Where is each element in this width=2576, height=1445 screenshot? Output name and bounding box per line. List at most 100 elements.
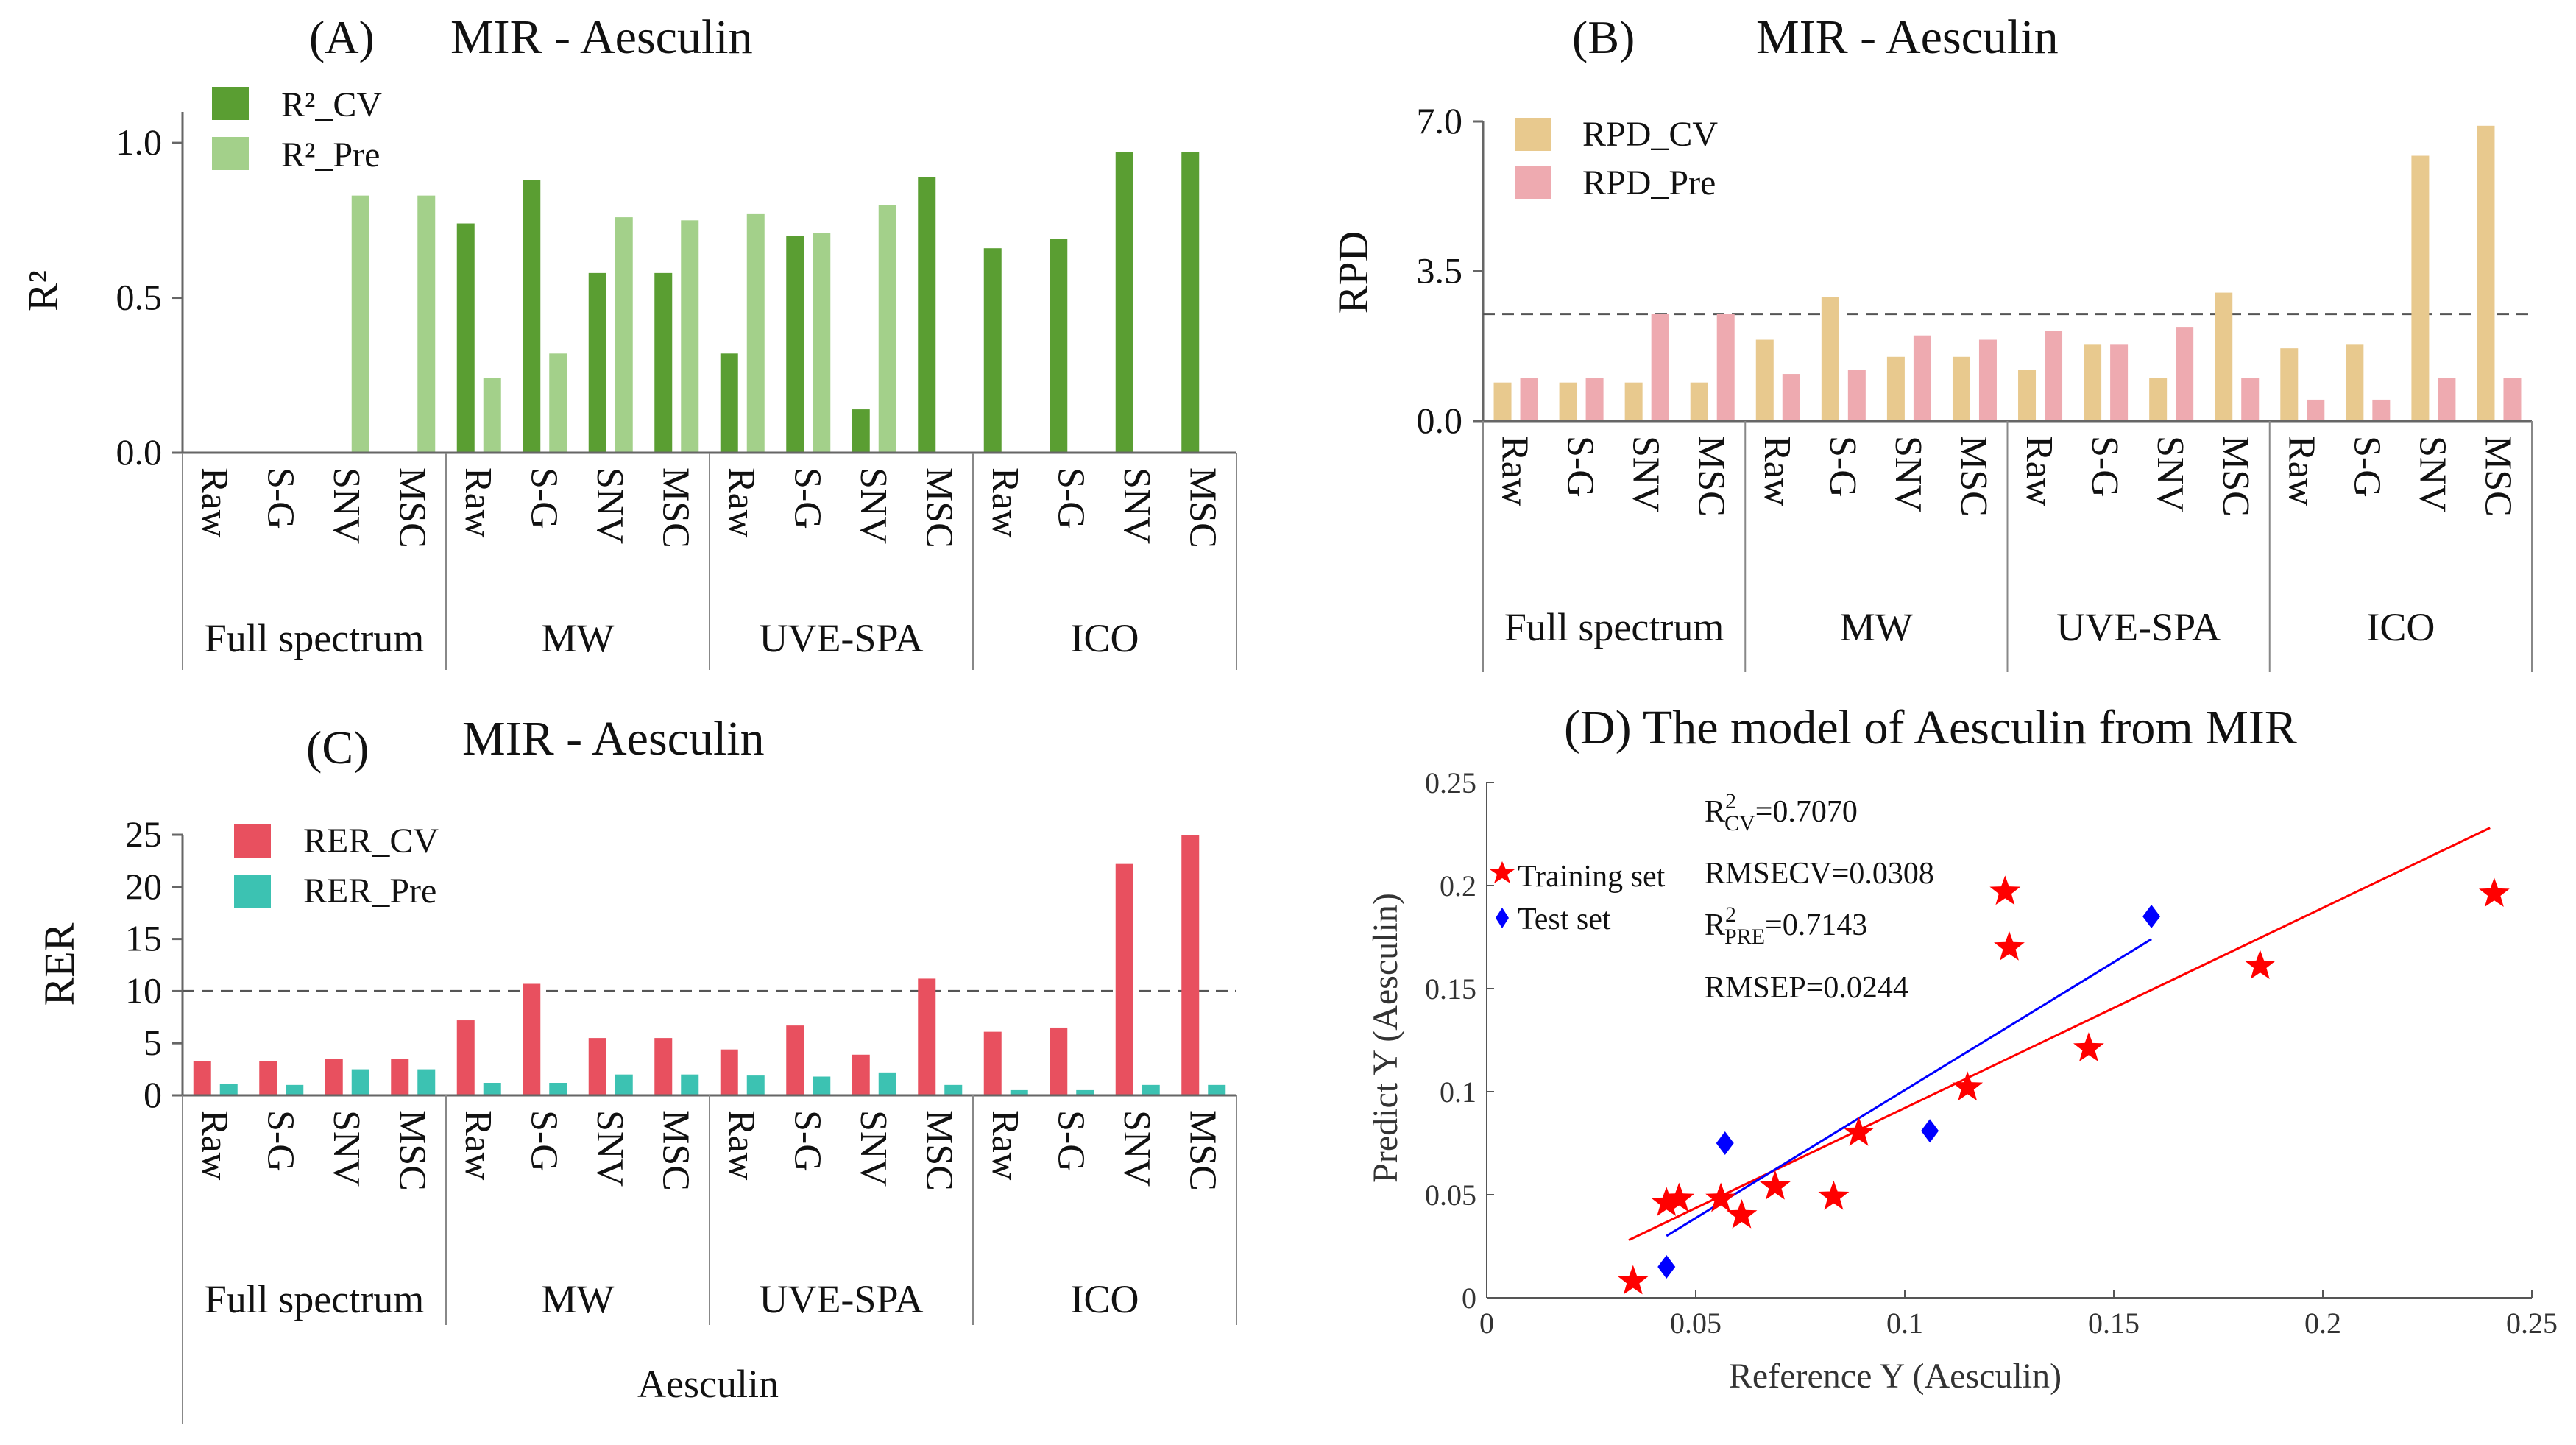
bar-a-pre — [351, 195, 369, 453]
legend-label-training-set: Training set — [1518, 860, 1666, 894]
bar-b-cv — [2346, 344, 2364, 421]
legend-label-r2-cv: R²_CV — [281, 85, 382, 124]
panel-c-letter: (C) — [306, 721, 369, 774]
panel-a-legend: R²_CV R²_Pre — [212, 85, 382, 174]
legend-label-rpd-cv: RPD_CV — [1582, 115, 1718, 154]
bar-a-pre — [483, 378, 501, 453]
bar-c-cv — [786, 1025, 804, 1095]
legend-marker-training-star — [1490, 861, 1515, 883]
legend-swatch-r2-cv — [212, 87, 249, 120]
bar-b-cv — [1559, 382, 1577, 421]
bar-b-pre — [1651, 314, 1669, 421]
bar-c-pre — [219, 1084, 238, 1095]
bar-c-pre — [1076, 1089, 1094, 1095]
panel-a-category-label: MSC — [1181, 467, 1223, 548]
panel-d-ytick-label: 0 — [1462, 1282, 1476, 1315]
stat-r2-pre-r: R — [1705, 908, 1725, 942]
panel-b-category-label: SNV — [1625, 436, 1667, 512]
test-point — [1657, 1255, 1676, 1279]
bar-a-pre — [615, 217, 633, 453]
legend-swatch-r2-pre — [212, 137, 249, 170]
panel-b-plot: 0.0 3.5 7.0 Raw S-G SNV MSC Raw S-G SNV MSC Raw S-G S… — [1417, 100, 2533, 672]
bar-c-cv — [1050, 1027, 1068, 1095]
panel-b-legend: RPD_CV RPD_Pre — [1515, 115, 1718, 202]
bar-b-pre — [2176, 327, 2194, 421]
stat-r2-pre-value: =0.7143 — [1765, 908, 1867, 942]
panel-a-category-label: MSC — [391, 467, 433, 548]
panel-a-category-label: MSC — [918, 467, 960, 548]
bar-b-pre — [1847, 370, 1866, 421]
panel-a-group-label: ICO — [1071, 616, 1139, 660]
panel-c-legend: RER_CV RER_Pre — [234, 822, 439, 911]
legend-swatch-rer-cv — [234, 824, 271, 858]
legend-label-rer-pre: RER_Pre — [303, 872, 436, 911]
bar-c-pre — [1010, 1089, 1028, 1095]
bar-a-cv — [1115, 152, 1133, 453]
panel-a-ytick-label: 0.5 — [116, 277, 163, 318]
training-point — [1818, 1180, 1850, 1210]
bar-a-cv — [654, 272, 673, 453]
panel-c-category-label: SNV — [1116, 1110, 1158, 1187]
panel-a-category-label: Raw — [194, 467, 236, 538]
training-point — [1651, 1187, 1682, 1216]
panel-b-group-label: MW — [1840, 605, 1913, 649]
panel-d-xlabel: Reference Y (Aesculin) — [1729, 1357, 2062, 1396]
bar-c-pre — [746, 1075, 765, 1095]
bar-a-cv — [786, 236, 804, 453]
panel-d-xtick-label: 0.2 — [2304, 1307, 2341, 1340]
training-point — [1994, 931, 2025, 961]
bar-a-cv — [1050, 239, 1068, 453]
panel-a-category-label: SNV — [325, 467, 367, 544]
panel-b-category-label: SNV — [2411, 436, 2453, 512]
bar-c-cv — [1181, 835, 1200, 1095]
bar-c-cv — [588, 1038, 606, 1095]
panel-c-category-label: SNV — [852, 1110, 894, 1187]
bar-b-cv — [1952, 356, 1970, 421]
panel-d-ytick-label: 0.1 — [1440, 1075, 1476, 1109]
stat-r2-cv-sub: CV — [1724, 811, 1755, 835]
stat-r2-cv-sup: 2 — [1725, 789, 1736, 813]
panel-d-xtick-label: 0.1 — [1886, 1307, 1923, 1340]
panel-b-group-label: UVE-SPA — [2056, 605, 2221, 649]
panel-b: (B) MIR - Aesculin RPD 0.0 3.5 7.0 Raw S-G SN… — [1329, 10, 2533, 672]
bar-c-pre — [351, 1069, 369, 1095]
panel-b-group-label: ICO — [2366, 605, 2435, 649]
bar-b-cv — [2215, 292, 2233, 421]
bar-b-pre — [1520, 378, 1538, 421]
legend-marker-test-diamond — [1496, 908, 1509, 928]
bar-a-cv — [523, 180, 541, 453]
bar-b-cv — [1821, 297, 1839, 421]
panel-a-category-label: MSC — [654, 467, 696, 548]
bar-a-pre — [549, 353, 567, 453]
bar-c-pre — [681, 1074, 699, 1095]
bar-b-pre — [1716, 314, 1735, 421]
panel-d-xtick-label: 0.25 — [2506, 1307, 2558, 1340]
training-point — [1726, 1199, 1758, 1229]
panel-c-group-label: ICO — [1071, 1277, 1139, 1321]
panel-c-xlabel: Aesculin — [637, 1362, 779, 1406]
bar-b-pre — [1978, 339, 1997, 421]
bar-b-cv — [1690, 382, 1708, 421]
panel-d-xtick-label: 0.05 — [1670, 1307, 1722, 1340]
panel-d-title: (D) The model of Aesculin from MIR — [1564, 701, 2297, 755]
panel-b-category-label: MSC — [2215, 436, 2257, 517]
bar-b-cv — [1886, 356, 1905, 421]
bar-b-cv — [1755, 339, 1774, 421]
training-point — [1760, 1170, 1791, 1200]
bar-b-pre — [2372, 399, 2391, 421]
stat-r2-pre: R2 PRE=0.7143 — [1705, 902, 1867, 949]
training-point — [2244, 950, 2276, 979]
panel-a: (A) MIR - Aesculin R² 0.0 0.5 1.0 Raw S-G SNV… — [19, 10, 1237, 670]
training-point — [1663, 1182, 1695, 1212]
panel-d-ytick-label: 0.05 — [1425, 1179, 1476, 1212]
bar-b-pre — [2241, 378, 2260, 421]
bar-b-cv — [2084, 344, 2102, 421]
bar-c-cv — [391, 1059, 409, 1095]
bar-a-cv — [588, 272, 606, 453]
panel-a-category-label: S-G — [1050, 467, 1091, 529]
panel-c-ytick-label: 10 — [125, 969, 162, 1011]
bar-b-pre — [2503, 378, 2522, 421]
panel-d-stats: R2 CV=0.7070 RMSECV=0.0308 R2 PRE=0.7143 R… — [1705, 789, 1934, 1005]
panel-c-category-label: MSC — [918, 1110, 960, 1191]
legend-label-rpd-pre: RPD_Pre — [1582, 163, 1716, 202]
